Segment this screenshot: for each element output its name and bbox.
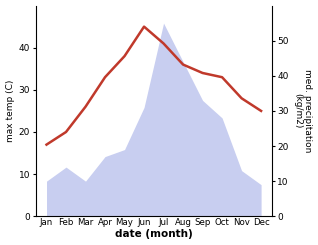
Y-axis label: med. precipitation
(kg/m2): med. precipitation (kg/m2) xyxy=(293,69,313,153)
Y-axis label: max temp (C): max temp (C) xyxy=(5,80,15,142)
X-axis label: date (month): date (month) xyxy=(115,230,193,239)
